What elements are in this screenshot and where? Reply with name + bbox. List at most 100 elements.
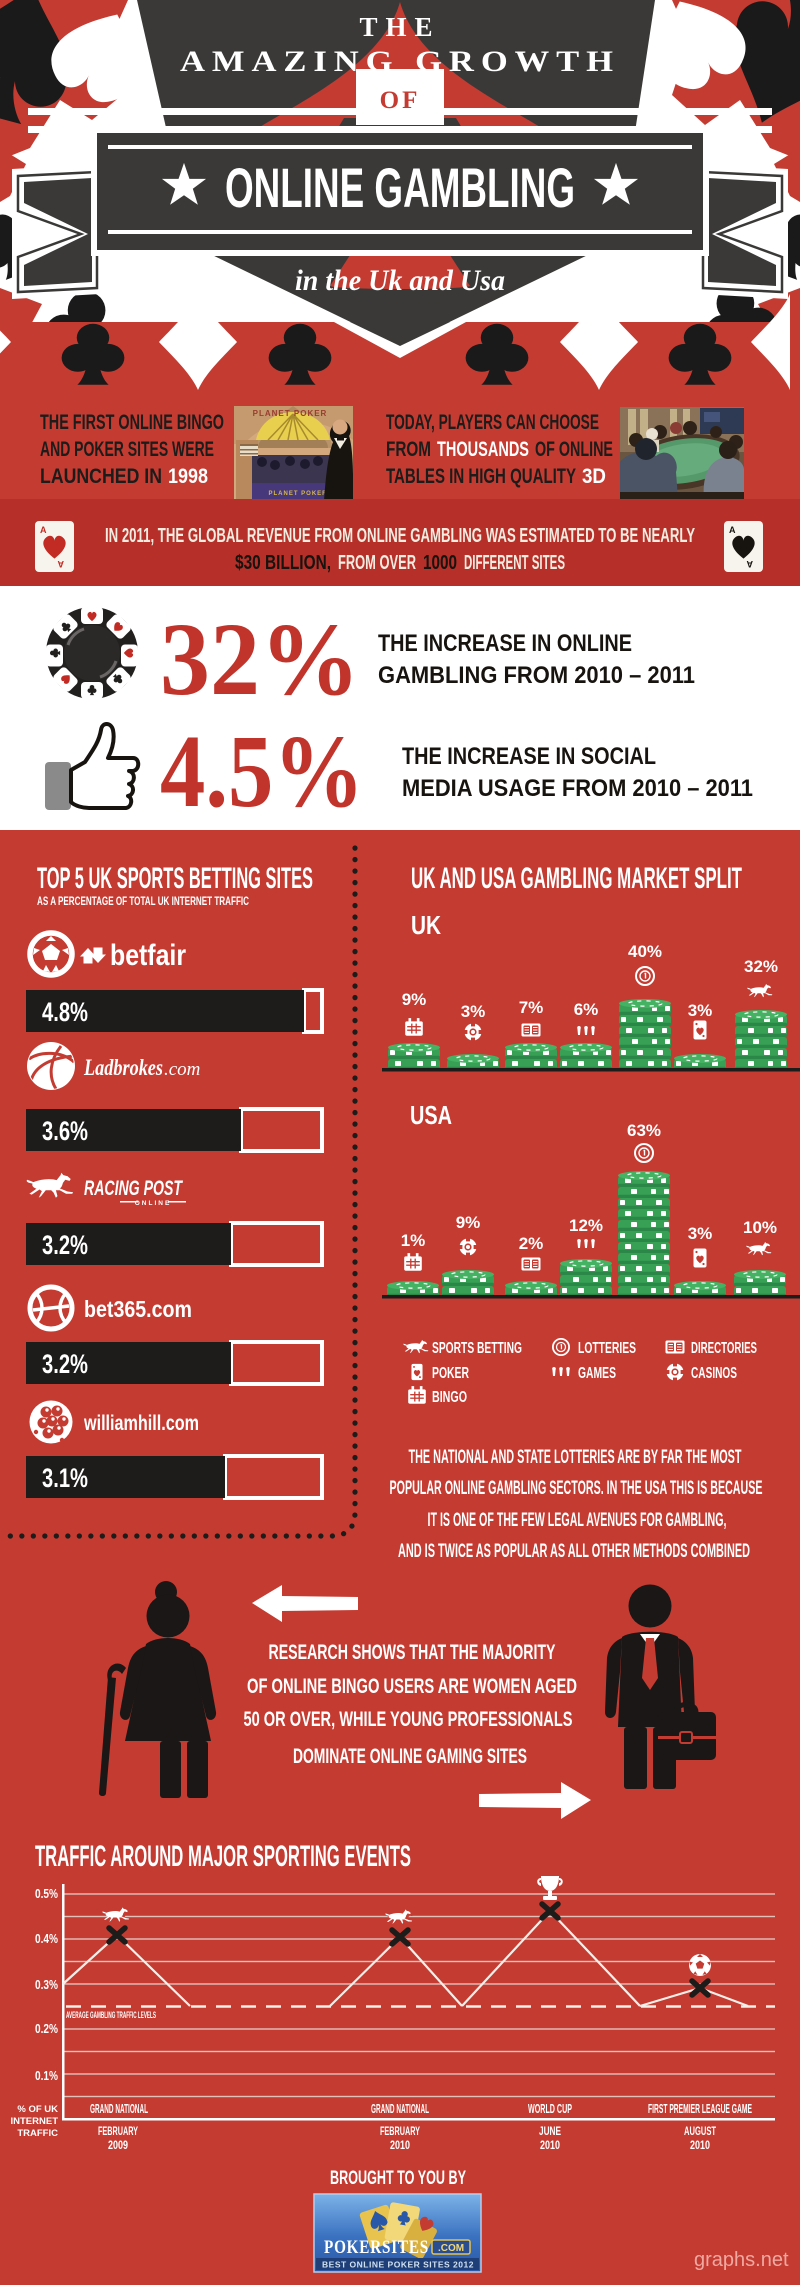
svg-text:AS A PERCENTAGE OF TOTAL UK IN: AS A PERCENTAGE OF TOTAL UK INTERNET TRA…	[37, 894, 249, 908]
svg-text:4.8%: 4.8%	[42, 997, 88, 1027]
svg-text:MEDIA USAGE FROM 2010 – 2011: MEDIA USAGE FROM 2010 – 2011	[402, 775, 753, 802]
svg-text:TRAFFIC: TRAFFIC	[17, 2128, 58, 2139]
svg-text:BEST ONLINE POKER SITES 2012: BEST ONLINE POKER SITES 2012	[322, 2260, 474, 2270]
svg-text:3D: 3D	[582, 465, 606, 488]
svg-text:DIFFERENT SITES: DIFFERENT SITES	[464, 552, 565, 574]
svg-text:7%: 7%	[519, 998, 544, 1017]
svg-text:PLANET POKER: PLANET POKER	[253, 409, 328, 418]
svg-text:CASINOS: CASINOS	[691, 1365, 737, 1382]
svg-text:A: A	[746, 559, 753, 569]
svg-text:0.4%: 0.4%	[35, 1932, 58, 1946]
svg-text:TOP 5 UK SPORTS BETTING SITES: TOP 5 UK SPORTS BETTING SITES	[37, 862, 313, 895]
svg-text:2010: 2010	[690, 2138, 710, 2152]
svg-text:williamhill.com: williamhill.com	[83, 1412, 199, 1435]
svg-text:THOUSANDS: THOUSANDS	[437, 438, 529, 461]
svg-text:OF ONLINE: OF ONLINE	[535, 438, 613, 461]
svg-text:OF ONLINE BINGO USERS ARE WOME: OF ONLINE BINGO USERS ARE WOMEN AGED	[247, 1675, 577, 1698]
svg-text:THE INCREASE IN SOCIAL: THE INCREASE IN SOCIAL	[402, 743, 656, 770]
svg-text:graphs.net: graphs.net	[694, 2249, 789, 2271]
svg-text:0.5%: 0.5%	[35, 1887, 58, 1901]
svg-text:GAMES: GAMES	[578, 1365, 616, 1382]
svg-text:A: A	[40, 525, 47, 535]
svg-text:9%: 9%	[402, 990, 427, 1009]
svg-text:TRAFFIC AROUND MAJOR SPORTING: TRAFFIC AROUND MAJOR SPORTING EVENTS	[35, 1840, 411, 1873]
svg-text:THE: THE	[359, 12, 440, 42]
svg-text:1998: 1998	[168, 465, 208, 488]
svg-text:3.2%: 3.2%	[42, 1349, 88, 1379]
svg-text:GRAND NATIONAL: GRAND NATIONAL	[371, 2102, 429, 2116]
svg-text:% OF UK: % OF UK	[17, 2104, 58, 2115]
svg-text:THE INCREASE IN ONLINE: THE INCREASE IN ONLINE	[378, 630, 632, 657]
svg-text:0.3%: 0.3%	[35, 1978, 58, 1992]
svg-text:IN 2011, THE GLOBAL REVENUE FR: IN 2011, THE GLOBAL REVENUE FROM ONLINE …	[105, 525, 695, 547]
svg-text:63%: 63%	[627, 1121, 661, 1140]
svg-text:2010: 2010	[540, 2138, 560, 2152]
svg-text:LAUNCHED IN: LAUNCHED IN	[40, 465, 162, 488]
svg-text:3.6%: 3.6%	[42, 1116, 88, 1146]
svg-text:UK: UK	[411, 910, 441, 940]
svg-text:Ladbrokes: Ladbrokes	[83, 1055, 163, 1080]
svg-text:AMAZING GROWTH: AMAZING GROWTH	[180, 45, 620, 78]
svg-text:3%: 3%	[688, 1001, 713, 1020]
svg-text:4.5%: 4.5%	[160, 714, 364, 829]
svg-text:UK AND USA GAMBLING MARKET SPL: UK AND USA GAMBLING MARKET SPLIT	[411, 862, 742, 895]
svg-text:32%: 32%	[744, 957, 778, 976]
svg-text:WORLD CUP: WORLD CUP	[528, 2102, 572, 2116]
svg-text:50 OR OVER, WHILE YOUNG PROFES: 50 OR OVER, WHILE YOUNG PROFESSIONALS	[244, 1708, 573, 1731]
svg-text:3%: 3%	[688, 1224, 713, 1243]
svg-text:.com: .com	[164, 1059, 200, 1080]
svg-text:in the Uk and Usa: in the Uk and Usa	[295, 264, 505, 297]
svg-text:AUGUST: AUGUST	[684, 2124, 716, 2138]
svg-text:10%: 10%	[743, 1218, 777, 1237]
svg-text:TABLES IN HIGH QUALITY: TABLES IN HIGH QUALITY	[386, 465, 576, 488]
svg-text:.COM: .COM	[438, 2243, 464, 2254]
svg-text:12%: 12%	[569, 1216, 603, 1235]
svg-text:TODAY, PLAYERS CAN CHOOSE: TODAY, PLAYERS CAN CHOOSE	[386, 411, 599, 434]
svg-text:POKER: POKER	[432, 1365, 469, 1382]
svg-text:IT IS ONE OF THE FEW LEGAL AVE: IT IS ONE OF THE FEW LEGAL AVENUES FOR G…	[428, 1510, 727, 1531]
svg-text:2%: 2%	[519, 1234, 544, 1253]
svg-text:INTERNET: INTERNET	[11, 2116, 59, 2127]
svg-text:betfair: betfair	[110, 939, 186, 972]
svg-text:FIRST PREMIER LEAGUE GAME: FIRST PREMIER LEAGUE GAME	[648, 2102, 752, 2116]
svg-text:BROUGHT TO YOU BY: BROUGHT TO YOU BY	[330, 2168, 466, 2189]
svg-text:3%: 3%	[461, 1002, 486, 1021]
svg-text:FEBRUARY: FEBRUARY	[98, 2124, 138, 2138]
svg-text:GRAND NATIONAL: GRAND NATIONAL	[90, 2102, 148, 2116]
svg-text:PLANET POKER: PLANET POKER	[268, 491, 327, 497]
svg-text:OF: OF	[380, 87, 421, 114]
svg-text:A: A	[57, 559, 64, 569]
svg-text:A: A	[729, 525, 736, 535]
svg-text:POPULAR ONLINE GAMBLING SECTOR: POPULAR ONLINE GAMBLING SECTORS. IN THE …	[390, 1478, 763, 1499]
svg-text:$30 BILLION,: $30 BILLION,	[235, 552, 331, 574]
svg-text:40%: 40%	[628, 942, 662, 961]
svg-text:32%: 32%	[160, 602, 360, 717]
svg-text:FROM: FROM	[386, 438, 431, 461]
svg-text:ONLINE GAMBLING: ONLINE GAMBLING	[225, 156, 575, 219]
svg-text:DIRECTORIES: DIRECTORIES	[691, 1340, 757, 1357]
svg-text:AND IS TWICE AS POPULAR AS ALL: AND IS TWICE AS POPULAR AS ALL OTHER MET…	[398, 1541, 750, 1562]
svg-text:AND POKER SITES WERE: AND POKER SITES WERE	[40, 438, 214, 461]
svg-text:THE FIRST ONLINE BINGO: THE FIRST ONLINE BINGO	[40, 411, 224, 434]
svg-text:2010: 2010	[390, 2138, 410, 2152]
svg-text:BINGO: BINGO	[432, 1389, 467, 1406]
svg-text:6%: 6%	[574, 1000, 599, 1019]
svg-text:0.1%: 0.1%	[35, 2069, 58, 2083]
svg-text:1%: 1%	[401, 1231, 426, 1250]
svg-text:GAMBLING FROM 2010 – 2011: GAMBLING FROM 2010 – 2011	[378, 662, 695, 689]
svg-text:2009: 2009	[108, 2138, 128, 2152]
svg-text:USA: USA	[410, 1100, 452, 1130]
svg-text:POKERSITES: POKERSITES	[324, 2237, 429, 2258]
svg-text:AVERAGE GAMBLING TRAFFIC LEVEL: AVERAGE GAMBLING TRAFFIC LEVELS	[66, 2010, 156, 2021]
svg-text:ONLINE: ONLINE	[135, 1200, 172, 1207]
svg-text:LOTTERIES: LOTTERIES	[578, 1340, 636, 1357]
svg-text:SPORTS BETTING: SPORTS BETTING	[432, 1340, 522, 1357]
svg-text:RESEARCH SHOWS THAT THE MAJORI: RESEARCH SHOWS THAT THE MAJORITY	[269, 1641, 556, 1664]
svg-text:bet365.com: bet365.com	[84, 1296, 192, 1322]
svg-text:FROM OVER: FROM OVER	[338, 552, 416, 574]
svg-text:THE NATIONAL AND STATE LOTTERI: THE NATIONAL AND STATE LOTTERIES ARE BY …	[409, 1447, 742, 1468]
svg-text:0.2%: 0.2%	[35, 2022, 58, 2036]
svg-text:9%: 9%	[456, 1213, 481, 1232]
svg-text:1000: 1000	[423, 552, 457, 574]
svg-text:3.1%: 3.1%	[42, 1463, 88, 1493]
